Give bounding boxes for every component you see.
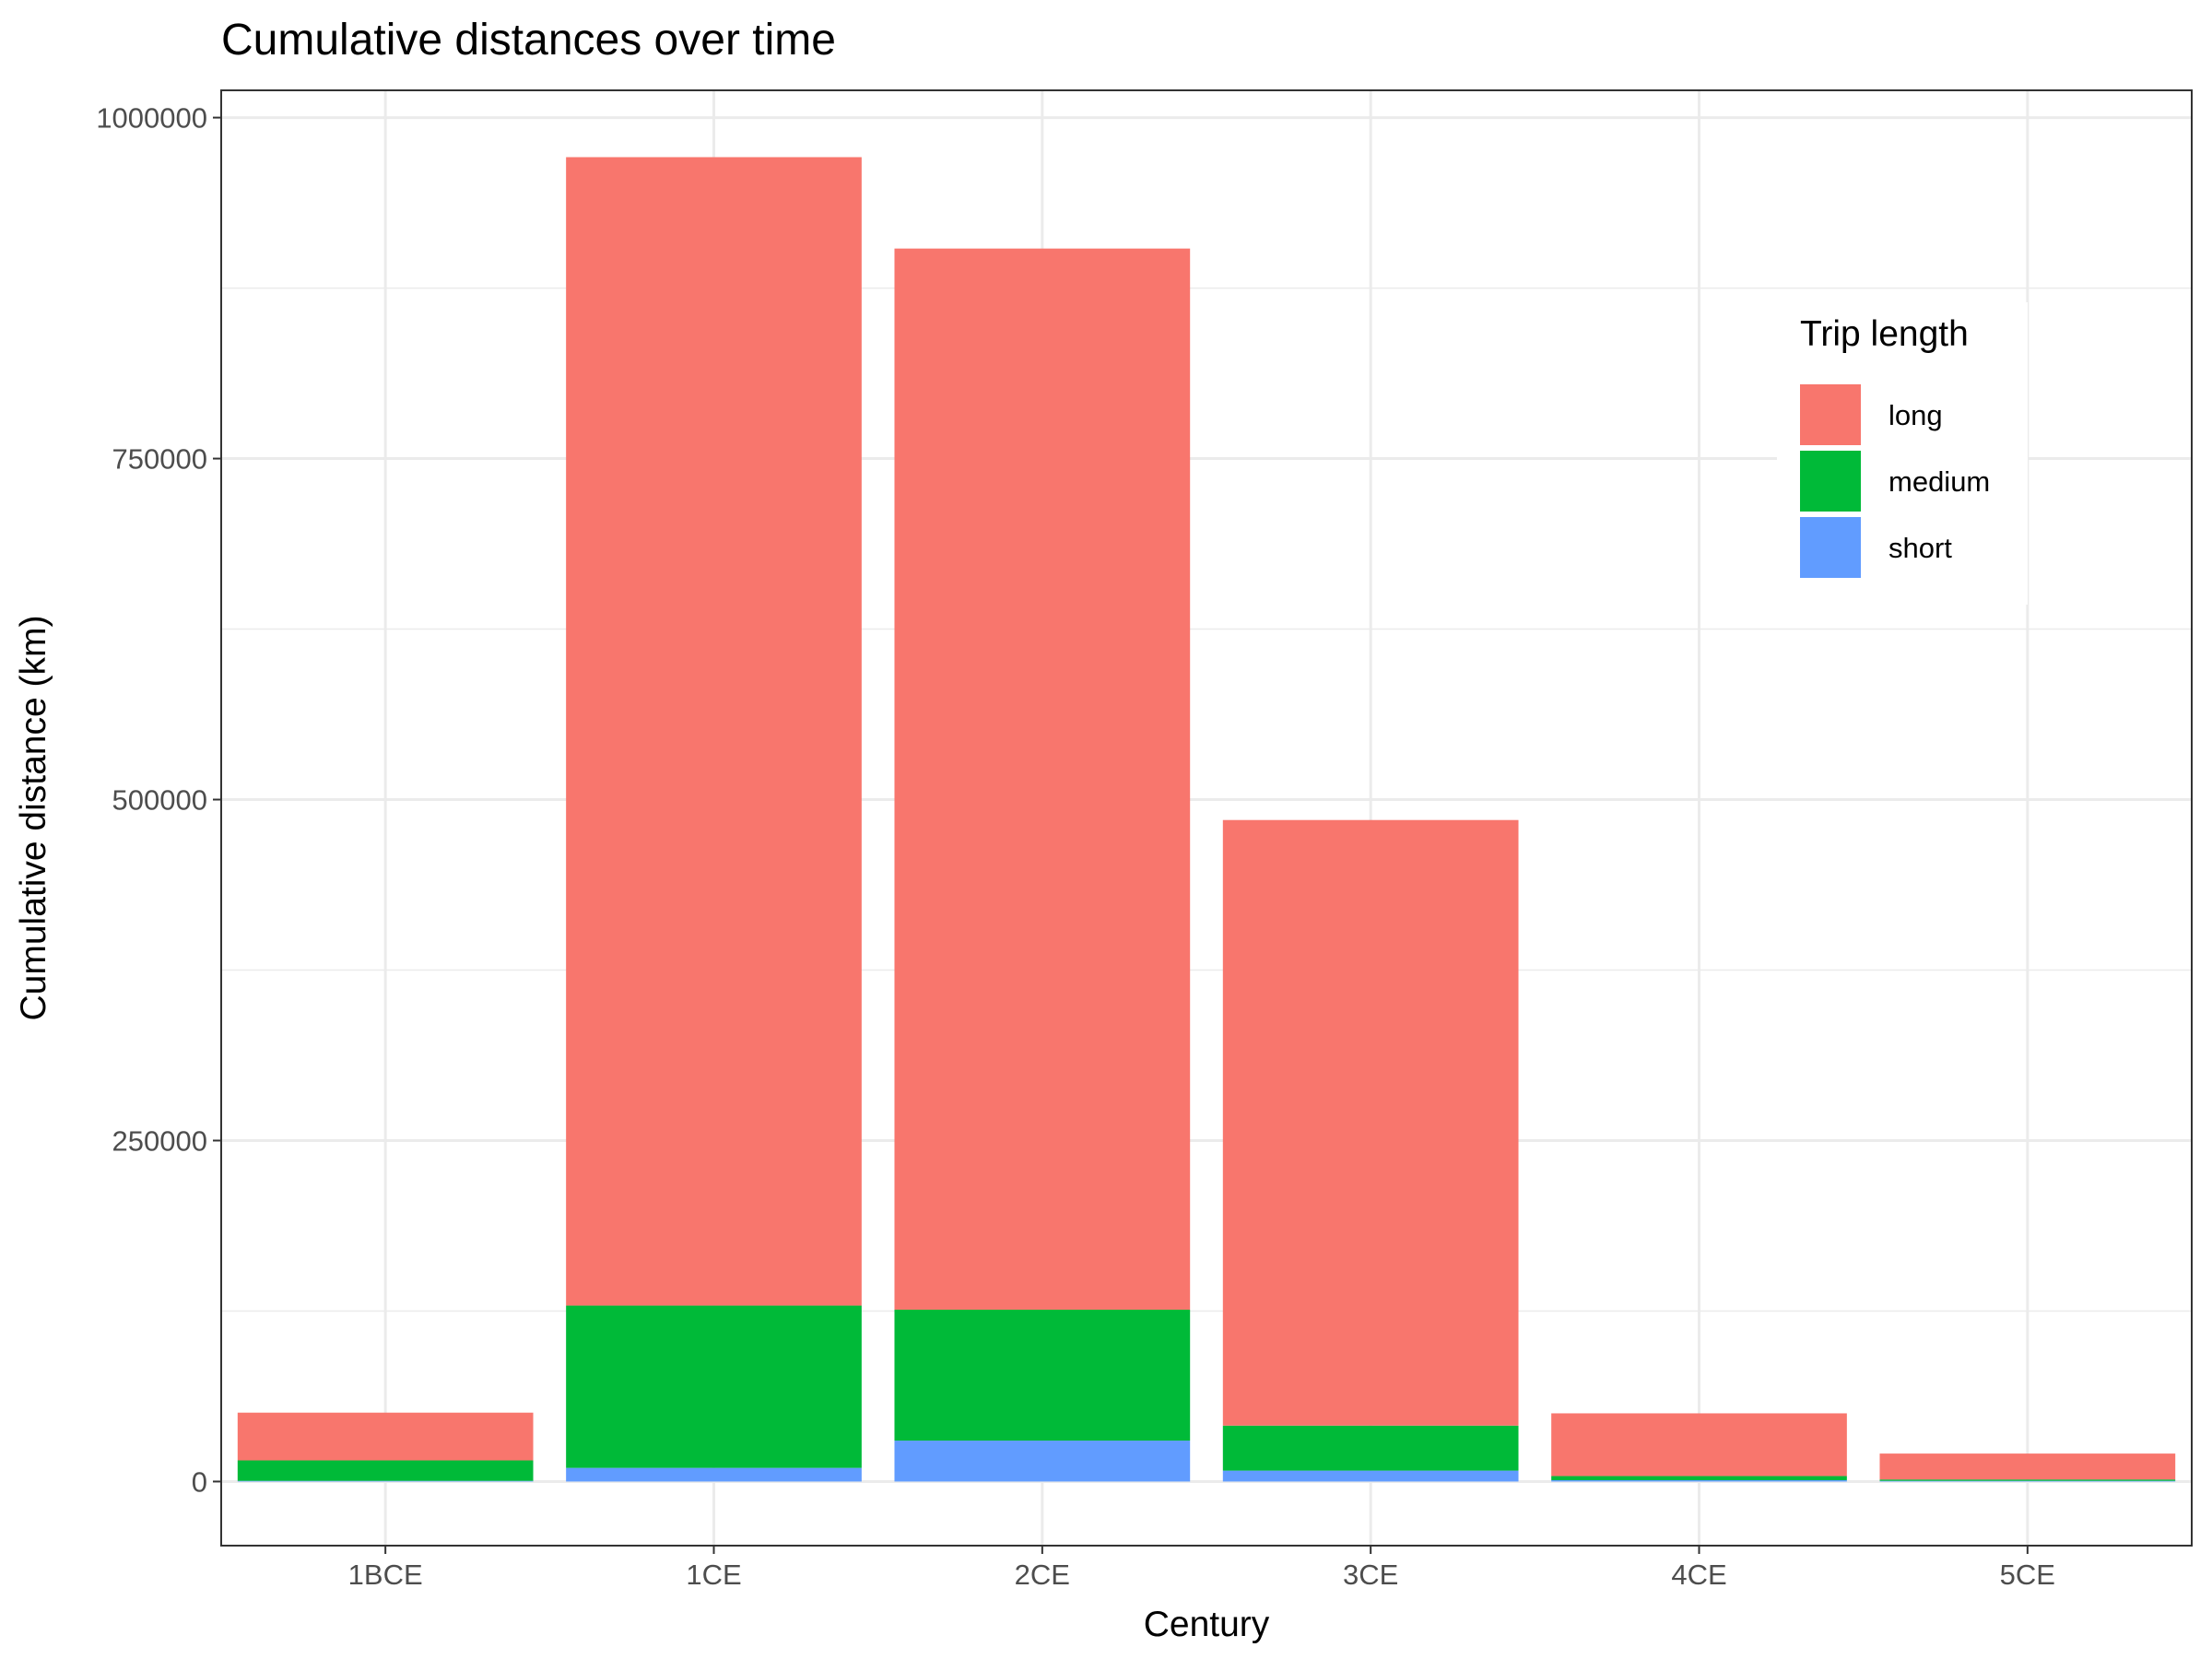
bar-stack-1BCE: [237, 1412, 534, 1482]
bar-medium-1BCE: [237, 1460, 534, 1481]
legend-label-short: short: [1888, 532, 1952, 564]
bar-short-5CE: [1879, 1480, 2176, 1482]
legend-item-short: short: [1800, 517, 1952, 578]
bar-long-1BCE: [237, 1412, 534, 1461]
y-tick-label: 1000000: [96, 102, 207, 135]
y-tick-label: 250000: [112, 1124, 207, 1157]
bar-short-4CE: [1551, 1479, 1847, 1482]
bar-stack-4CE: [1551, 1413, 1847, 1482]
legend-key-medium: [1800, 451, 1861, 512]
y-tick-label: 0: [192, 1465, 207, 1498]
bar-stack-5CE: [1879, 1453, 2176, 1482]
bar-stack-2CE: [894, 248, 1191, 1482]
bar-medium-4CE: [1551, 1476, 1847, 1480]
x-tick-label: 1BCE: [348, 1559, 423, 1591]
chart-title: Cumulative distances over time: [221, 16, 836, 65]
x-tick-label: 2CE: [1015, 1559, 1070, 1591]
bar-medium-3CE: [1222, 1425, 1519, 1471]
bar-short-1BCE: [237, 1480, 534, 1482]
legend-item-long: long: [1800, 384, 1943, 445]
bar-stack-1CE: [566, 157, 862, 1482]
legend-items: long medium short: [1800, 384, 1990, 578]
x-tick-label: 4CE: [1671, 1559, 1726, 1591]
bar-long-4CE: [1551, 1413, 1847, 1477]
legend: Trip length long medium short: [1777, 302, 2028, 605]
plot-panel-border: [220, 89, 2193, 1547]
bars: [237, 157, 2176, 1482]
bar-short-2CE: [894, 1441, 1191, 1482]
bar-medium-5CE: [1879, 1479, 2176, 1481]
bar-medium-1CE: [566, 1305, 862, 1468]
bar-long-3CE: [1222, 819, 1519, 1426]
x-tick-label: 3CE: [1343, 1559, 1398, 1591]
bar-long-5CE: [1879, 1453, 2176, 1480]
legend-label-long: long: [1888, 399, 1943, 431]
y-tick-label: 750000: [112, 443, 207, 476]
bar-short-3CE: [1222, 1470, 1519, 1482]
y-axis: 0 250000 500000 750000 1000000: [96, 102, 221, 1498]
legend-key-long: [1800, 384, 1861, 445]
x-axis: 1BCE 1CE 2CE 3CE 4CE 5CE: [348, 1546, 2055, 1591]
legend-title: Trip length: [1800, 314, 1969, 354]
bar-short-1CE: [566, 1467, 862, 1482]
y-axis-title: Cumulative distance (km): [14, 616, 53, 1021]
x-tick-label: 5CE: [2000, 1559, 2055, 1591]
legend-item-medium: medium: [1800, 451, 1990, 512]
bar-medium-2CE: [894, 1309, 1191, 1441]
legend-label-medium: medium: [1888, 465, 1990, 498]
bar-stack-3CE: [1222, 819, 1519, 1482]
x-tick-label: 1CE: [686, 1559, 741, 1591]
legend-key-short: [1800, 517, 1861, 578]
y-tick-label: 500000: [112, 784, 207, 817]
x-axis-title: Century: [1144, 1605, 1270, 1644]
bar-long-2CE: [894, 248, 1191, 1310]
bar-long-1CE: [566, 157, 862, 1306]
